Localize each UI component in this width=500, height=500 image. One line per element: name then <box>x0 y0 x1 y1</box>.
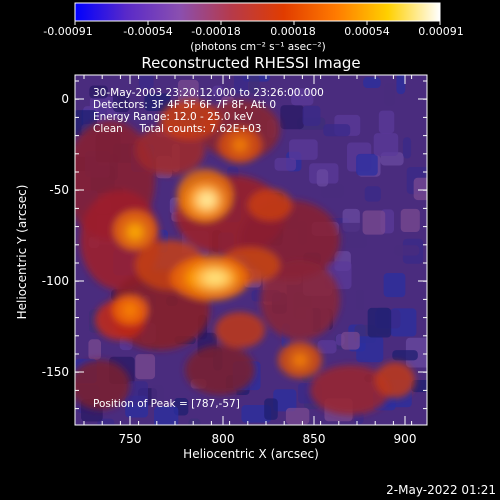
noise-patch <box>233 75 249 94</box>
noise-patch <box>356 153 378 176</box>
noise-patch <box>241 405 272 423</box>
x-axis-label: Heliocentric X (arcsec) <box>183 447 319 461</box>
noise-patch <box>112 93 130 113</box>
noise-patch <box>393 245 420 256</box>
noise-patch <box>138 75 154 90</box>
noise-patch <box>88 339 102 360</box>
peak-position-label: Position of Peak = [787,-57] <box>93 398 240 410</box>
emission-core <box>232 137 248 153</box>
emission-core <box>201 270 229 286</box>
x-tick-label-800: 800 <box>212 432 235 446</box>
colorbar-strip <box>74 2 441 22</box>
noise-patch <box>373 133 399 157</box>
emission-core <box>125 222 145 242</box>
noise-patch <box>396 75 406 95</box>
noise-patch <box>320 183 344 198</box>
noise-patch <box>413 177 427 201</box>
x-tick-label-850: 850 <box>303 432 326 446</box>
y-tick-label-neg100: -100 <box>42 274 69 288</box>
y-axis-label: Heliocentric Y (arcsec) <box>15 185 29 320</box>
noise-patch <box>338 222 368 248</box>
noise-patch <box>89 85 108 99</box>
noise-patch <box>341 331 360 350</box>
colorbar-tick-label-0: -0.00091 <box>43 25 92 38</box>
noise-patch <box>154 406 179 425</box>
noise-patch <box>317 340 337 354</box>
emission-blob <box>215 312 265 348</box>
colorbar-tick-label-5: 0.00091 <box>418 25 464 38</box>
noise-patch <box>280 105 304 130</box>
emission-core <box>122 302 138 318</box>
emission-blob <box>160 100 220 140</box>
noise-patch <box>384 82 396 107</box>
x-axis: 750 800 850 900 Heliocentric X (arcsec) <box>119 432 417 461</box>
colorbar: -0.00091 -0.00054 -0.00018 0.00018 0.000… <box>43 2 464 53</box>
noise-patch <box>363 77 381 89</box>
colorbar-ticks <box>74 21 441 25</box>
x-tick-label-900: 900 <box>394 432 417 446</box>
noise-patch <box>285 407 310 425</box>
info-line-counts: Clean Total counts: 7.62E+03 <box>93 123 262 135</box>
noise-patch <box>400 208 420 233</box>
emission-blob <box>248 189 292 221</box>
noise-patch <box>383 272 406 298</box>
noise-patch <box>291 88 314 106</box>
image-info: 30-May-2003 23:20:12.000 to 23:26:00.000… <box>93 87 324 410</box>
info-line-detectors: Detectors: 3F 4F 5F 6F 7F 8F, Att 0 <box>93 99 276 111</box>
emission-blob <box>260 260 340 340</box>
noise-patch <box>411 380 427 393</box>
y-tick-label-neg50: -50 <box>49 183 69 197</box>
emission-core <box>291 352 309 368</box>
y-axis: 0 -50 -100 -150 Heliocentric Y (arcsec) <box>15 92 69 379</box>
colorbar-tick-label-4: 0.00054 <box>344 25 390 38</box>
noise-patch <box>151 384 164 406</box>
noise-patch <box>188 418 201 425</box>
axis-ticks <box>75 75 427 425</box>
noise-patch <box>362 210 386 235</box>
noise-patch <box>316 169 329 187</box>
y-tick-label-neg150: -150 <box>42 365 69 379</box>
noise-patch <box>274 157 297 171</box>
emission-blob <box>185 345 255 395</box>
noise-patch <box>323 124 351 137</box>
colorbar-tick-label-3: 0.00018 <box>270 25 316 38</box>
noise-patch <box>356 336 384 363</box>
noise-patch <box>264 398 278 420</box>
noise-patch <box>273 389 297 412</box>
emission-blob <box>75 360 130 410</box>
noise-patch <box>392 350 418 361</box>
noise-patch <box>126 381 149 406</box>
noise-patch <box>402 137 412 159</box>
info-line-energy: Energy Range: 12.0 - 25.0 keV <box>93 111 254 123</box>
colorbar-unit-label: (photons cm⁻² s⁻¹ asec⁻²) <box>190 41 325 53</box>
noise-patch <box>212 85 224 97</box>
image-title: Reconstructed RHESSI Image <box>141 54 360 72</box>
solar-image <box>75 75 427 425</box>
footer-date: 2-May-2022 01:21 <box>386 483 496 497</box>
noise-patch <box>144 93 171 111</box>
noise-patch <box>367 307 392 338</box>
noise-patch <box>289 139 318 160</box>
noise-patch <box>248 75 260 94</box>
noise-patch <box>378 110 395 134</box>
y-tick-label-0: 0 <box>61 92 69 106</box>
noise-patch <box>364 186 381 202</box>
colorbar-tick-label-1: -0.00054 <box>123 25 172 38</box>
x-tick-label-750: 750 <box>119 432 142 446</box>
noise-patch <box>135 354 156 380</box>
info-line-time: 30-May-2003 23:20:12.000 to 23:26:00.000 <box>93 87 324 99</box>
noise-patch <box>355 289 365 311</box>
noise-patch <box>302 105 321 126</box>
emission-cores <box>122 137 309 368</box>
plot-frame <box>74 74 428 426</box>
emission-blob <box>375 362 415 398</box>
colorbar-tick-label-2: -0.00018 <box>191 25 240 38</box>
noise-patch <box>419 291 427 322</box>
emission-core <box>197 191 217 209</box>
emission-blob <box>310 365 390 415</box>
